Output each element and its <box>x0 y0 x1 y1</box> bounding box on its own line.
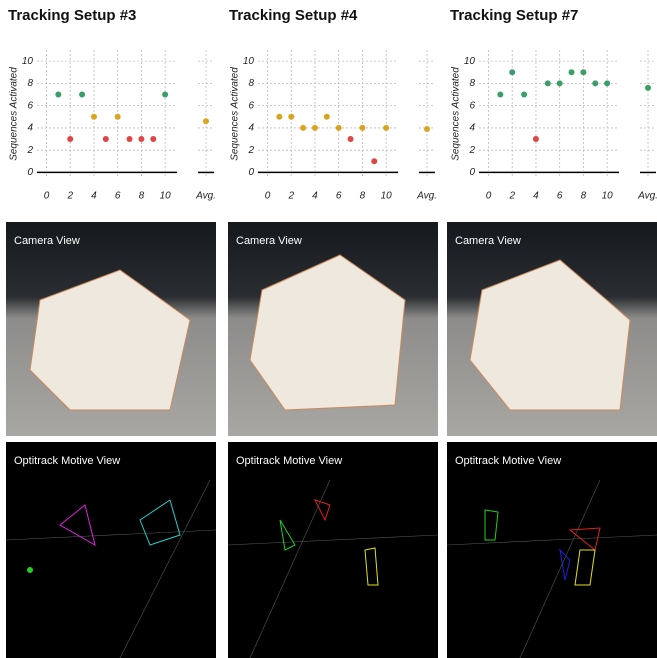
y-tick-label: 0 <box>469 167 475 178</box>
panel-label: Optitrack Motive View <box>14 455 120 467</box>
motive-screen <box>228 442 438 658</box>
x-tick-label: 6 <box>557 191 563 202</box>
point <box>67 136 74 143</box>
x-tick-label: 0 <box>486 191 492 202</box>
avg-label: Avg. <box>637 191 657 202</box>
point <box>568 69 575 76</box>
point <box>383 124 390 131</box>
y-tick-label: 6 <box>27 100 33 111</box>
x-tick-label: 6 <box>115 191 121 202</box>
x-tick-label: 8 <box>581 191 587 202</box>
point <box>592 80 599 87</box>
x-tick-label: 6 <box>336 191 342 202</box>
point <box>532 136 539 143</box>
floor-grid <box>5 479 657 658</box>
chart-title: Tracking Setup #4 <box>229 7 358 24</box>
panel-label: Optitrack Motive View <box>236 455 342 467</box>
x-tick-label: 4 <box>312 191 318 202</box>
y-tick-label: 0 <box>248 167 254 178</box>
y-tick-label: 10 <box>464 56 476 67</box>
y-tick-label: 6 <box>248 100 254 111</box>
point <box>102 136 109 143</box>
y-tick-label: 10 <box>243 56 255 67</box>
avg-label: Avg. <box>416 191 437 202</box>
point <box>311 124 318 131</box>
y-tick-label: 4 <box>27 123 33 134</box>
x-tick-label: 10 <box>381 191 393 202</box>
point <box>604 80 611 87</box>
x-tick-label: 10 <box>602 191 614 202</box>
point <box>347 136 354 143</box>
point <box>114 113 121 120</box>
point <box>126 136 133 143</box>
motive-screen <box>447 442 657 658</box>
x-tick-label: 2 <box>66 191 73 202</box>
x-tick-label: 0 <box>44 191 50 202</box>
panel-label: Optitrack Motive View <box>455 455 561 467</box>
point <box>544 80 551 87</box>
x-tick-label: 4 <box>91 191 97 202</box>
panel-label: Camera View <box>236 235 302 247</box>
panel-label: Camera View <box>14 235 80 247</box>
x-tick-label: 2 <box>508 191 515 202</box>
y-tick-label: 4 <box>248 123 254 134</box>
avg-point <box>424 126 430 133</box>
point <box>162 91 169 98</box>
markers <box>27 499 601 586</box>
y-tick-label: 2 <box>26 145 33 156</box>
chart-title: Tracking Setup #3 <box>8 7 136 24</box>
x-tick-label: 2 <box>287 191 294 202</box>
x-tick-label: 8 <box>360 191 366 202</box>
photo-row <box>5 222 657 658</box>
x-tick-label: 10 <box>160 191 172 202</box>
point <box>79 91 86 98</box>
point <box>276 113 283 120</box>
point <box>509 69 516 76</box>
y-axis-label: Sequences Activated <box>230 67 241 161</box>
point <box>580 69 587 76</box>
avg-point <box>203 118 209 125</box>
panel-label: Camera View <box>455 235 521 247</box>
y-tick-label: 8 <box>469 78 475 89</box>
y-tick-label: 2 <box>468 145 475 156</box>
point <box>556 80 563 87</box>
x-tick-label: 4 <box>533 191 539 202</box>
y-tick-label: 10 <box>22 56 34 67</box>
point <box>55 91 62 98</box>
point <box>300 124 307 131</box>
point <box>521 91 528 98</box>
point <box>359 124 366 131</box>
y-tick-label: 8 <box>27 78 33 89</box>
avg-label: Avg. <box>195 191 216 202</box>
point <box>288 113 295 120</box>
y-tick-label: 0 <box>27 167 33 178</box>
point <box>335 124 342 131</box>
y-axis-label: Sequences Activated <box>451 67 462 161</box>
x-tick-label: 0 <box>265 191 271 202</box>
point <box>150 136 157 143</box>
motive-screen <box>6 442 216 658</box>
x-tick-label: 8 <box>139 191 145 202</box>
chart-title: Tracking Setup #7 <box>450 7 578 24</box>
avg-point <box>645 84 651 91</box>
point <box>323 113 330 120</box>
y-axis-label: Sequences Activated <box>9 67 20 161</box>
point <box>138 136 145 143</box>
point <box>90 113 97 120</box>
point <box>371 158 378 165</box>
y-tick-label: 6 <box>469 100 475 111</box>
y-tick-label: 2 <box>247 145 254 156</box>
point <box>497 91 504 98</box>
y-tick-label: 8 <box>248 78 254 89</box>
y-tick-label: 4 <box>469 123 475 134</box>
blocks <box>29 254 631 411</box>
